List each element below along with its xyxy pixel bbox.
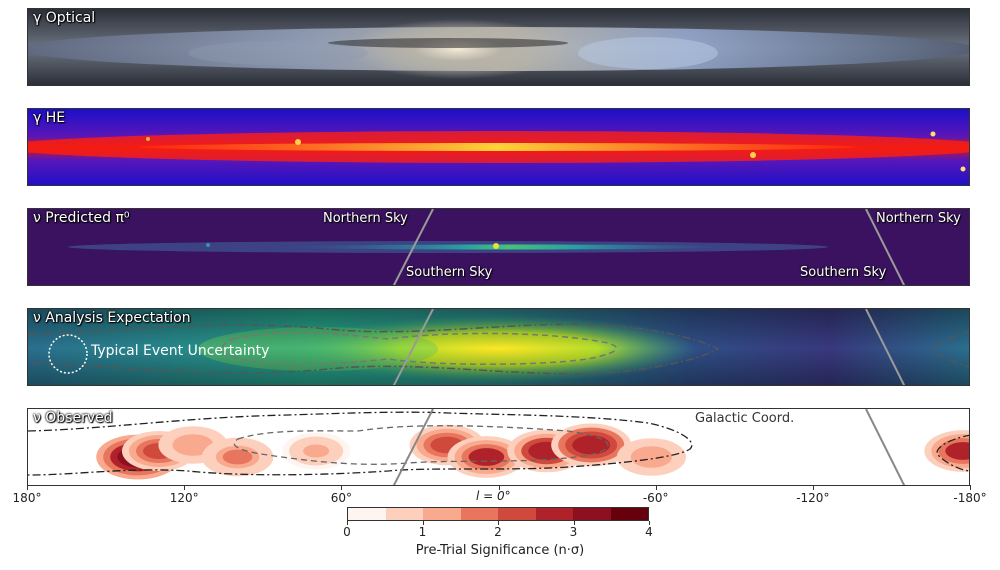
x-tick-mark — [498, 485, 500, 490]
colorbar-segment — [423, 508, 461, 520]
predicted-panel: ν Predicted π⁰ Northern Sky Southern Sky… — [27, 208, 970, 286]
x-tick-label: -180° — [953, 491, 987, 505]
southern-sky-label: Southern Sky — [406, 265, 493, 280]
sky-divider-line — [392, 209, 434, 285]
significance-hotspot — [179, 438, 207, 452]
colorbar-segment — [460, 508, 498, 520]
x-tick-label: 120° — [169, 491, 199, 505]
significance-hotspot — [468, 448, 505, 466]
sky-divider-line — [392, 409, 434, 485]
colorbar-tick-mark — [649, 521, 650, 525]
x-tick-mark — [970, 485, 971, 490]
colorbar-segment — [535, 508, 573, 520]
event-uncertainty-label: Typical Event Uncertainty — [91, 343, 270, 359]
colorbar-tick-label: 1 — [418, 525, 427, 539]
x-tick-label: 180° — [12, 491, 42, 505]
colorbar-tick-mark — [347, 521, 348, 525]
colorbar-tick-label: 4 — [645, 525, 653, 539]
expectation-map — [28, 309, 969, 385]
longitude-axis: 180° 120° 60° -60° -120° -180° — [0, 485, 1000, 515]
x-tick-mark — [655, 485, 657, 490]
predicted-title: ν Predicted π⁰ — [33, 210, 130, 226]
northern-sky-label-right: Northern Sky — [876, 211, 961, 226]
colorbar-segment — [610, 508, 648, 520]
colorbar-segment — [385, 508, 423, 520]
optical-map — [28, 9, 969, 85]
southern-sky-label-right: Southern Sky — [800, 265, 887, 280]
x-tick-mark — [812, 485, 814, 490]
significance-hotspot — [572, 435, 611, 455]
sky-divider-line — [392, 309, 434, 385]
optical-title: γ Optical — [33, 10, 96, 26]
colorbar-tick-label: 2 — [494, 525, 502, 539]
sky-divider-line — [865, 209, 906, 285]
he-map — [28, 109, 969, 185]
expectation-title: ν Analysis Expectation — [33, 310, 191, 326]
colorbar-tick-mark — [498, 521, 499, 525]
significance-hotspot — [945, 442, 969, 460]
significance-hotspot — [222, 449, 253, 465]
he-panel: γ HE — [27, 108, 970, 186]
x-tick-label: -120° — [796, 491, 830, 505]
predicted-map — [28, 209, 969, 285]
colorbar-segment — [573, 508, 611, 520]
colorbar-tick-mark — [573, 521, 575, 525]
x-tick-mark — [184, 485, 186, 490]
optical-panel: γ Optical — [27, 8, 970, 86]
colorbar-segment — [498, 508, 536, 520]
sky-divider-line — [865, 409, 906, 485]
observed-map — [28, 409, 969, 485]
x-tick-label: 60° — [330, 491, 352, 505]
observed-panel: ν Observed Galactic Coord. — [27, 408, 970, 486]
sky-divider-line — [865, 309, 906, 385]
observed-title: ν Observed — [33, 410, 113, 426]
expectation-panel: ν Analysis Expectation Typical Event Unc… — [27, 308, 970, 386]
significance-hotspot — [303, 444, 330, 458]
colorbar-label: Pre-Trial Significance (n·σ) — [415, 543, 585, 558]
significance-colorbar — [347, 507, 649, 521]
colorbar-tick-label: 0 — [343, 525, 351, 539]
x-tick-mark — [27, 485, 28, 490]
colorbar-segment — [348, 508, 386, 520]
uncertainty-circle-icon — [48, 334, 88, 374]
x-tick-label: -60° — [642, 491, 669, 505]
l-zero-label: l = 0° — [476, 489, 511, 503]
colorbar-tick-label: 3 — [569, 525, 578, 539]
northern-sky-label: Northern Sky — [323, 211, 408, 226]
he-title: γ HE — [33, 110, 66, 126]
x-tick-mark — [341, 485, 343, 490]
colorbar-tick-mark — [422, 521, 424, 525]
galactic-coord-label: Galactic Coord. — [695, 411, 795, 426]
